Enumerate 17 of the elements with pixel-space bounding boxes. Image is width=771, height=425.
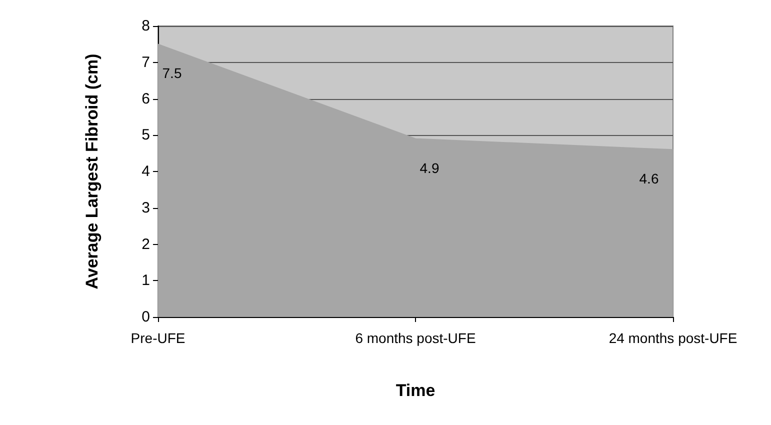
y-tick-label: 1 xyxy=(142,272,150,290)
x-tick-label: 6 months post-UFE xyxy=(355,330,476,346)
data-label: 4.9 xyxy=(420,160,440,176)
y-tick-label: 4 xyxy=(142,163,150,180)
y-tick-label: 3 xyxy=(142,199,150,216)
x-tick-label: Pre-UFE xyxy=(130,330,186,346)
y-tick-label: 0 xyxy=(142,308,150,326)
y-tick-label: 2 xyxy=(142,236,150,253)
y-axis-title: Average Largest Fibroid (cm) xyxy=(82,54,102,290)
y-tick-label: 5 xyxy=(142,126,150,144)
y-tick-label: 8 xyxy=(142,18,150,34)
y-tick-label: 7 xyxy=(142,54,150,71)
y-tick-label: 6 xyxy=(142,90,150,108)
x-tick-label: 24 months post-UFE xyxy=(608,330,738,346)
x-axis-title: Time xyxy=(396,381,436,400)
data-label: 4.6 xyxy=(639,170,659,187)
data-label: 7.5 xyxy=(162,65,182,82)
